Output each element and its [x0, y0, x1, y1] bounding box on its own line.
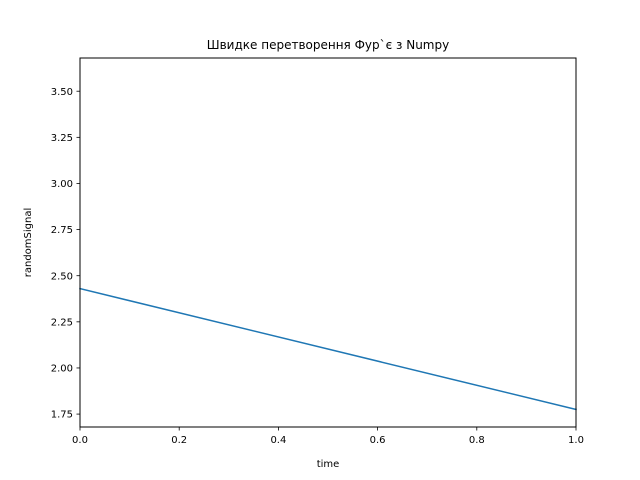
x-tick-label-2: 0.2 [171, 435, 187, 446]
y-tick-label-1: 1.75 [51, 410, 73, 421]
plot-area [80, 58, 576, 427]
x-tick-label-4: 0.6 [370, 435, 386, 446]
chart-title: Швидке перетворення Фур`є з Numpy [207, 38, 449, 52]
y-axis-label: randomSignal [23, 208, 34, 278]
x-tick-label-1: 0.0 [72, 435, 88, 446]
x-tick-label-6: 1.0 [568, 435, 584, 446]
x-tick-label-3: 0.4 [270, 435, 286, 446]
y-tick-label-6: 3.00 [51, 179, 73, 190]
y-tick-label-3: 2.25 [51, 317, 73, 328]
series-line-1 [79, 287, 577, 411]
y-tick-label-4: 2.50 [51, 271, 73, 282]
series-layer [79, 287, 577, 411]
y-tick-label-8: 3.50 [51, 87, 73, 98]
y-tick-label-7: 3.25 [51, 133, 73, 144]
y-tick-label-5: 2.75 [51, 225, 73, 236]
y-axis-ticks: 1.75 2.00 2.25 2.50 2.75 3.00 3.25 3.50 [51, 87, 80, 421]
plot-frame [79, 57, 577, 428]
x-axis-label: time [317, 459, 340, 470]
x-tick-label-5: 0.8 [469, 435, 485, 446]
x-axis-ticks: 0.0 0.2 0.4 0.6 0.8 1.0 [72, 427, 584, 446]
y-tick-label-2: 2.00 [51, 364, 73, 375]
